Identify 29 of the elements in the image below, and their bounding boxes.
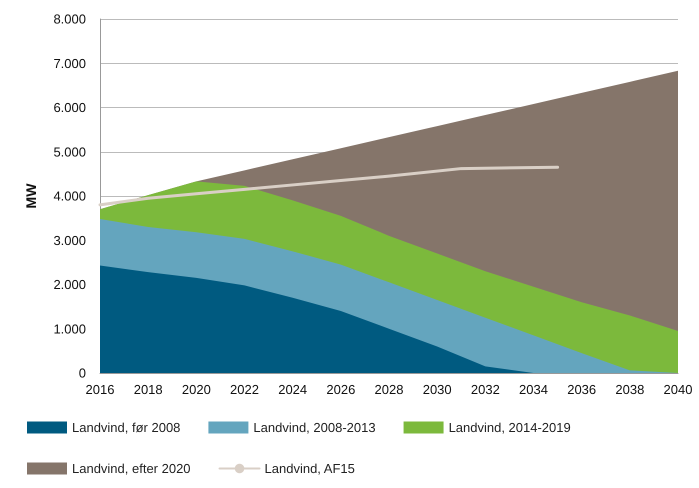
legend-label: Landvind, 2014-2019 xyxy=(448,420,571,435)
y-tick-label: 8.000 xyxy=(53,12,86,26)
legend-label: Landvind, 2008-2013 xyxy=(253,420,376,435)
y-tick-label: 3.000 xyxy=(53,232,86,248)
x-tick-label: 2018 xyxy=(134,382,163,397)
y-tick-label: 1.000 xyxy=(53,321,86,336)
x-tick-label: 2038 xyxy=(615,382,644,397)
x-tick-label: 2020 xyxy=(182,382,211,397)
x-tick-label: 2036 xyxy=(567,382,596,397)
x-tick-label: 2040 xyxy=(664,382,692,397)
x-tick-label: 2032 xyxy=(470,382,500,397)
legend-label: Landvind, efter 2020 xyxy=(72,461,191,476)
x-tick-label: 2026 xyxy=(326,382,356,397)
x-tick-label: 2030 xyxy=(422,382,452,397)
y-tick-label: 7.000 xyxy=(53,56,86,71)
x-tick-label: 2016 xyxy=(86,382,114,397)
x-tick-label: 2028 xyxy=(374,382,404,397)
legend-label: Landvind, AF15 xyxy=(264,461,355,476)
x-tick-label: 2034 xyxy=(519,382,548,397)
y-tick-label: 4.000 xyxy=(53,188,86,204)
y-tick-label: 2.000 xyxy=(53,277,86,292)
x-tick-label: 2024 xyxy=(278,382,308,397)
y-tick-label: 0 xyxy=(78,366,86,380)
legend-label: Landvind, før 2008 xyxy=(72,420,180,435)
line-series xyxy=(98,166,560,206)
y-tick-label: 6.000 xyxy=(53,100,86,115)
x-tick-label: 2022 xyxy=(230,382,259,397)
y-axis-title: MW xyxy=(23,182,39,208)
y-tick-label: 5.000 xyxy=(53,144,86,160)
